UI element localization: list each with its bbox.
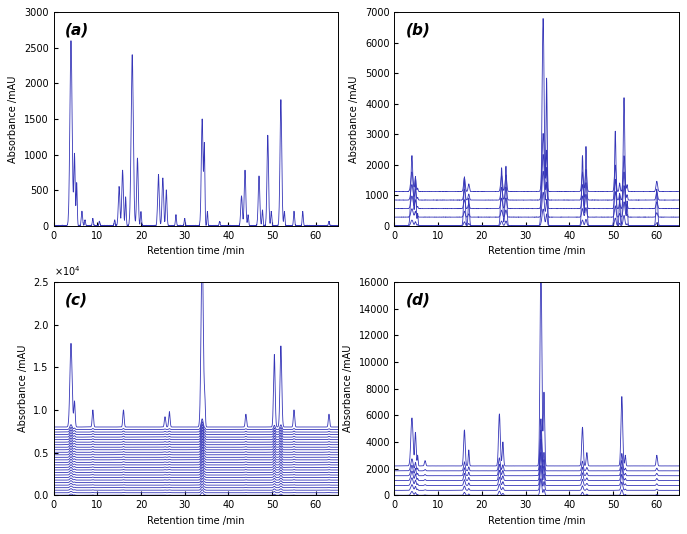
X-axis label: Retention time /min: Retention time /min [147, 516, 245, 525]
Y-axis label: Absorbance /mAU: Absorbance /mAU [8, 75, 19, 163]
Text: $\times\mathregular{10}^{\mathregular{4}}$: $\times\mathregular{10}^{\mathregular{4}… [54, 264, 80, 278]
Text: (c): (c) [65, 293, 88, 308]
X-axis label: Retention time /min: Retention time /min [147, 246, 245, 256]
Y-axis label: Absorbance /mAU: Absorbance /mAU [18, 345, 27, 433]
Text: (a): (a) [65, 23, 89, 38]
X-axis label: Retention time /min: Retention time /min [488, 246, 585, 256]
Y-axis label: Absorbance /mAU: Absorbance /mAU [350, 75, 359, 163]
Text: (b): (b) [406, 23, 431, 38]
Y-axis label: Absorbance /mAU: Absorbance /mAU [344, 345, 353, 433]
X-axis label: Retention time /min: Retention time /min [488, 516, 585, 525]
Text: (d): (d) [406, 293, 431, 308]
